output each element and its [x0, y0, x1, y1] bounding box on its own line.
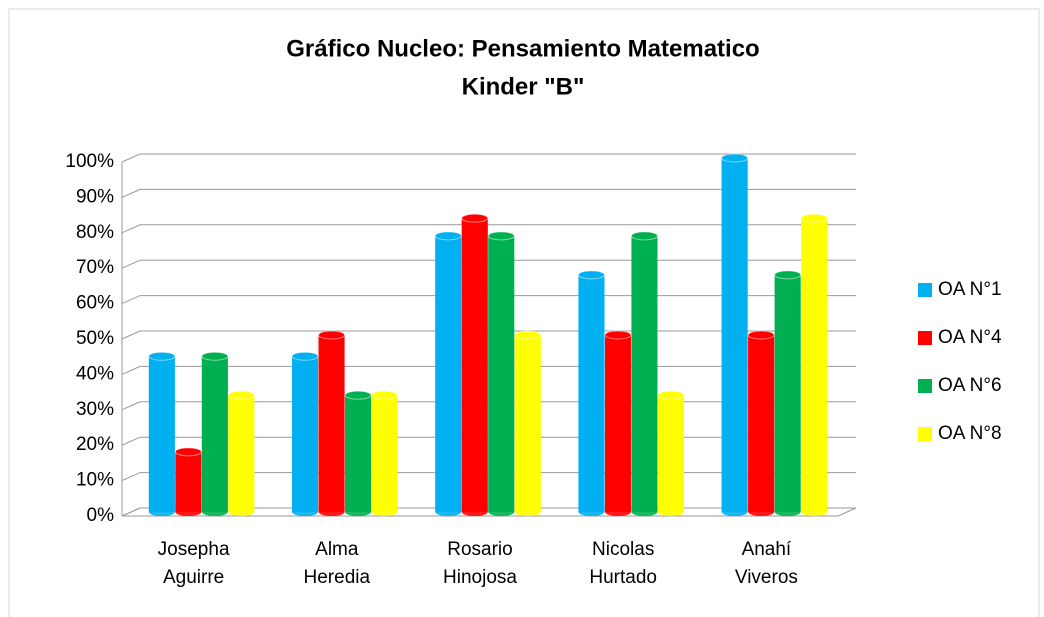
- legend-swatch: [918, 331, 932, 345]
- bar: [514, 330, 542, 516]
- y-tick-label: 80%: [76, 222, 114, 243]
- chart-subtitle: Kinder "B": [462, 73, 585, 100]
- y-tick-label: 60%: [76, 293, 114, 314]
- bar: [318, 330, 346, 516]
- chart-border: [8, 8, 1040, 617]
- bar: [461, 213, 489, 516]
- grid-line: [121, 259, 856, 269]
- bar: [604, 330, 632, 516]
- y-tick-label: 40%: [76, 363, 114, 384]
- x-tick-label: Alma Heredia: [303, 539, 371, 588]
- bar: [201, 351, 229, 516]
- bar: [174, 447, 202, 516]
- bar: [657, 390, 685, 516]
- bar: [291, 351, 319, 516]
- bar: [721, 153, 749, 516]
- bar: [371, 390, 399, 516]
- x-tick-label: Nicolas Hurtado: [589, 539, 657, 588]
- bar: [487, 231, 515, 516]
- x-tick-label: Rosario Hinojosa: [443, 539, 517, 588]
- bar: [344, 390, 372, 516]
- legend-label: OA N°6: [938, 375, 1002, 396]
- bar: [577, 270, 605, 516]
- bar: [630, 231, 658, 516]
- legend-label: OA N°1: [938, 279, 1002, 300]
- bar: [434, 231, 462, 516]
- y-tick-label: 50%: [76, 328, 114, 349]
- legend-swatch: [918, 283, 932, 297]
- legend-swatch: [918, 427, 932, 441]
- y-tick-label: 20%: [76, 434, 114, 455]
- legend-label: OA N°4: [938, 327, 1002, 348]
- x-tick-label: Anahí Viveros: [734, 539, 798, 588]
- chart-title: Gráfico Nucleo: Pensamiento Matematico: [286, 35, 759, 62]
- y-tick-label: 90%: [76, 186, 114, 207]
- y-tick-label: 70%: [76, 257, 114, 278]
- grid-line: [121, 153, 856, 163]
- y-tick-label: 0%: [87, 505, 115, 526]
- legend-swatch: [918, 379, 932, 393]
- y-tick-label: 30%: [76, 399, 114, 420]
- grid-line: [121, 295, 856, 305]
- bar: [227, 390, 255, 516]
- bar: [148, 351, 176, 516]
- grid-line: [121, 188, 856, 198]
- bar: [774, 270, 802, 516]
- y-tick-label: 100%: [65, 151, 114, 172]
- bar: [747, 330, 775, 516]
- y-tick-label: 10%: [76, 470, 114, 491]
- bar: [800, 213, 828, 516]
- legend-label: OA N°8: [938, 423, 1002, 444]
- grid-line: [121, 224, 856, 234]
- x-tick-label: Josepha Aguirre: [157, 539, 230, 588]
